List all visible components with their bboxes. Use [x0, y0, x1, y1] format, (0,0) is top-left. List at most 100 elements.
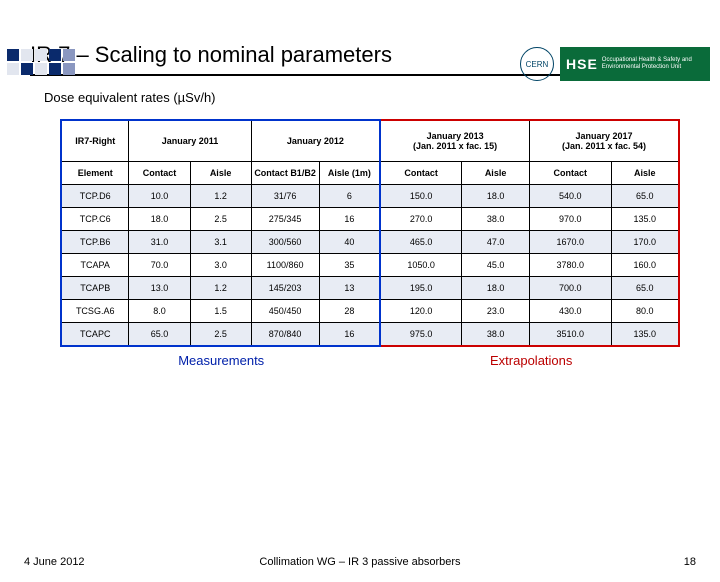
- table-row: TCP.D610.01.231/766150.018.0540.065.0: [61, 185, 679, 208]
- cell-value: 275/345: [251, 208, 319, 231]
- cell-value: 13.0: [129, 277, 190, 300]
- cell-value: 65.0: [611, 185, 679, 208]
- header-jan2011: January 2011: [129, 120, 251, 162]
- cell-value: 16: [319, 208, 380, 231]
- table-row: TCSG.A68.01.5450/45028120.023.0430.080.0: [61, 300, 679, 323]
- footer: 4 June 2012 Collimation WG – IR 3 passiv…: [0, 556, 720, 568]
- cell-value: 18.0: [462, 277, 530, 300]
- table-body: TCP.D610.01.231/766150.018.0540.065.0TCP…: [61, 185, 679, 347]
- subheader-c6: Aisle: [462, 162, 530, 185]
- cell-value: 3780.0: [530, 254, 611, 277]
- cell-value: 160.0: [611, 254, 679, 277]
- cell-value: 28: [319, 300, 380, 323]
- cell-value: 1.2: [190, 277, 251, 300]
- header-jan2017: January 2017 (Jan. 2011 x fac. 54): [530, 120, 679, 162]
- data-table: IR7-Right January 2011 January 2012 Janu…: [60, 119, 680, 347]
- cell-value: 65.0: [611, 277, 679, 300]
- subheader-c2: Aisle: [190, 162, 251, 185]
- cell-value: 170.0: [611, 231, 679, 254]
- cell-value: 16: [319, 323, 380, 347]
- table-row: TCAPB13.01.2145/20313195.018.0700.065.0: [61, 277, 679, 300]
- subheader-c1: Contact: [129, 162, 190, 185]
- cell-value: 70.0: [129, 254, 190, 277]
- hse-logo-text: HSE: [566, 56, 598, 72]
- cell-value: 18.0: [129, 208, 190, 231]
- cell-value: 31/76: [251, 185, 319, 208]
- footer-center: Collimation WG – IR 3 passive absorbers: [0, 556, 720, 568]
- cell-element: TCP.C6: [61, 208, 129, 231]
- cern-logo: CERN: [520, 47, 554, 81]
- subtitle: Dose equivalent rates (µSv/h): [44, 90, 720, 105]
- cell-value: 300/560: [251, 231, 319, 254]
- cell-value: 8.0: [129, 300, 190, 323]
- cell-value: 10.0: [129, 185, 190, 208]
- cell-value: 31.0: [129, 231, 190, 254]
- subheader-c7: Contact: [530, 162, 611, 185]
- cell-element: TCP.B6: [61, 231, 129, 254]
- cell-element: TCAPB: [61, 277, 129, 300]
- cell-value: 540.0: [530, 185, 611, 208]
- cell-value: 145/203: [251, 277, 319, 300]
- cell-value: 2.5: [190, 323, 251, 347]
- cell-value: 1050.0: [380, 254, 461, 277]
- cell-value: 700.0: [530, 277, 611, 300]
- footer-pageno: 18: [684, 556, 696, 568]
- cell-element: TCSG.A6: [61, 300, 129, 323]
- cell-value: 47.0: [462, 231, 530, 254]
- label-extrapolations: Extrapolations: [382, 353, 680, 368]
- cell-value: 450/450: [251, 300, 319, 323]
- cell-value: 45.0: [462, 254, 530, 277]
- subheader-c5: Contact: [380, 162, 461, 185]
- cell-value: 120.0: [380, 300, 461, 323]
- cell-value: 135.0: [611, 323, 679, 347]
- cell-value: 65.0: [129, 323, 190, 347]
- cell-element: TCAPC: [61, 323, 129, 347]
- cell-element: TCP.D6: [61, 185, 129, 208]
- subheader-c4: Aisle (1m): [319, 162, 380, 185]
- header-jan2012: January 2012: [251, 120, 380, 162]
- cell-element: TCAPA: [61, 254, 129, 277]
- cell-value: 13: [319, 277, 380, 300]
- cell-value: 135.0: [611, 208, 679, 231]
- cell-value: 2.5: [190, 208, 251, 231]
- cell-value: 195.0: [380, 277, 461, 300]
- cell-value: 430.0: [530, 300, 611, 323]
- cell-value: 23.0: [462, 300, 530, 323]
- cell-value: 465.0: [380, 231, 461, 254]
- cell-value: 1100/860: [251, 254, 319, 277]
- label-measurements: Measurements: [60, 353, 382, 368]
- table-row: TCAPA70.03.01100/860351050.045.03780.016…: [61, 254, 679, 277]
- subheader-c3: Contact B1/B2: [251, 162, 319, 185]
- cell-value: 3510.0: [530, 323, 611, 347]
- logo-area: CERN HSE Occupational Health & Safety an…: [520, 46, 710, 82]
- cell-value: 975.0: [380, 323, 461, 347]
- hse-logo-sub: Occupational Health & Safety and Environ…: [602, 57, 704, 70]
- subheader-c8: Aisle: [611, 162, 679, 185]
- cell-value: 3.1: [190, 231, 251, 254]
- cell-value: 1.2: [190, 185, 251, 208]
- cell-value: 35: [319, 254, 380, 277]
- cell-value: 38.0: [462, 323, 530, 347]
- data-table-wrap: IR7-Right January 2011 January 2012 Janu…: [60, 119, 680, 347]
- section-labels: Measurements Extrapolations: [60, 353, 680, 368]
- table-row: TCP.B631.03.1300/56040465.047.01670.0170…: [61, 231, 679, 254]
- header-ir7: IR7-Right: [61, 120, 129, 162]
- cell-value: 1670.0: [530, 231, 611, 254]
- table-row: TCAPC65.02.5870/84016975.038.03510.0135.…: [61, 323, 679, 347]
- cell-value: 270.0: [380, 208, 461, 231]
- cell-value: 80.0: [611, 300, 679, 323]
- subheader-element: Element: [61, 162, 129, 185]
- cell-value: 3.0: [190, 254, 251, 277]
- cell-value: 38.0: [462, 208, 530, 231]
- cell-value: 970.0: [530, 208, 611, 231]
- cell-value: 18.0: [462, 185, 530, 208]
- cell-value: 6: [319, 185, 380, 208]
- corner-decoration: [6, 48, 78, 76]
- cell-value: 1.5: [190, 300, 251, 323]
- hse-logo: HSE Occupational Health & Safety and Env…: [560, 47, 710, 81]
- table-row: TCP.C618.02.5275/34516270.038.0970.0135.…: [61, 208, 679, 231]
- cell-value: 40: [319, 231, 380, 254]
- cell-value: 150.0: [380, 185, 461, 208]
- header-jan2013: January 2013 (Jan. 2011 x fac. 15): [380, 120, 529, 162]
- cell-value: 870/840: [251, 323, 319, 347]
